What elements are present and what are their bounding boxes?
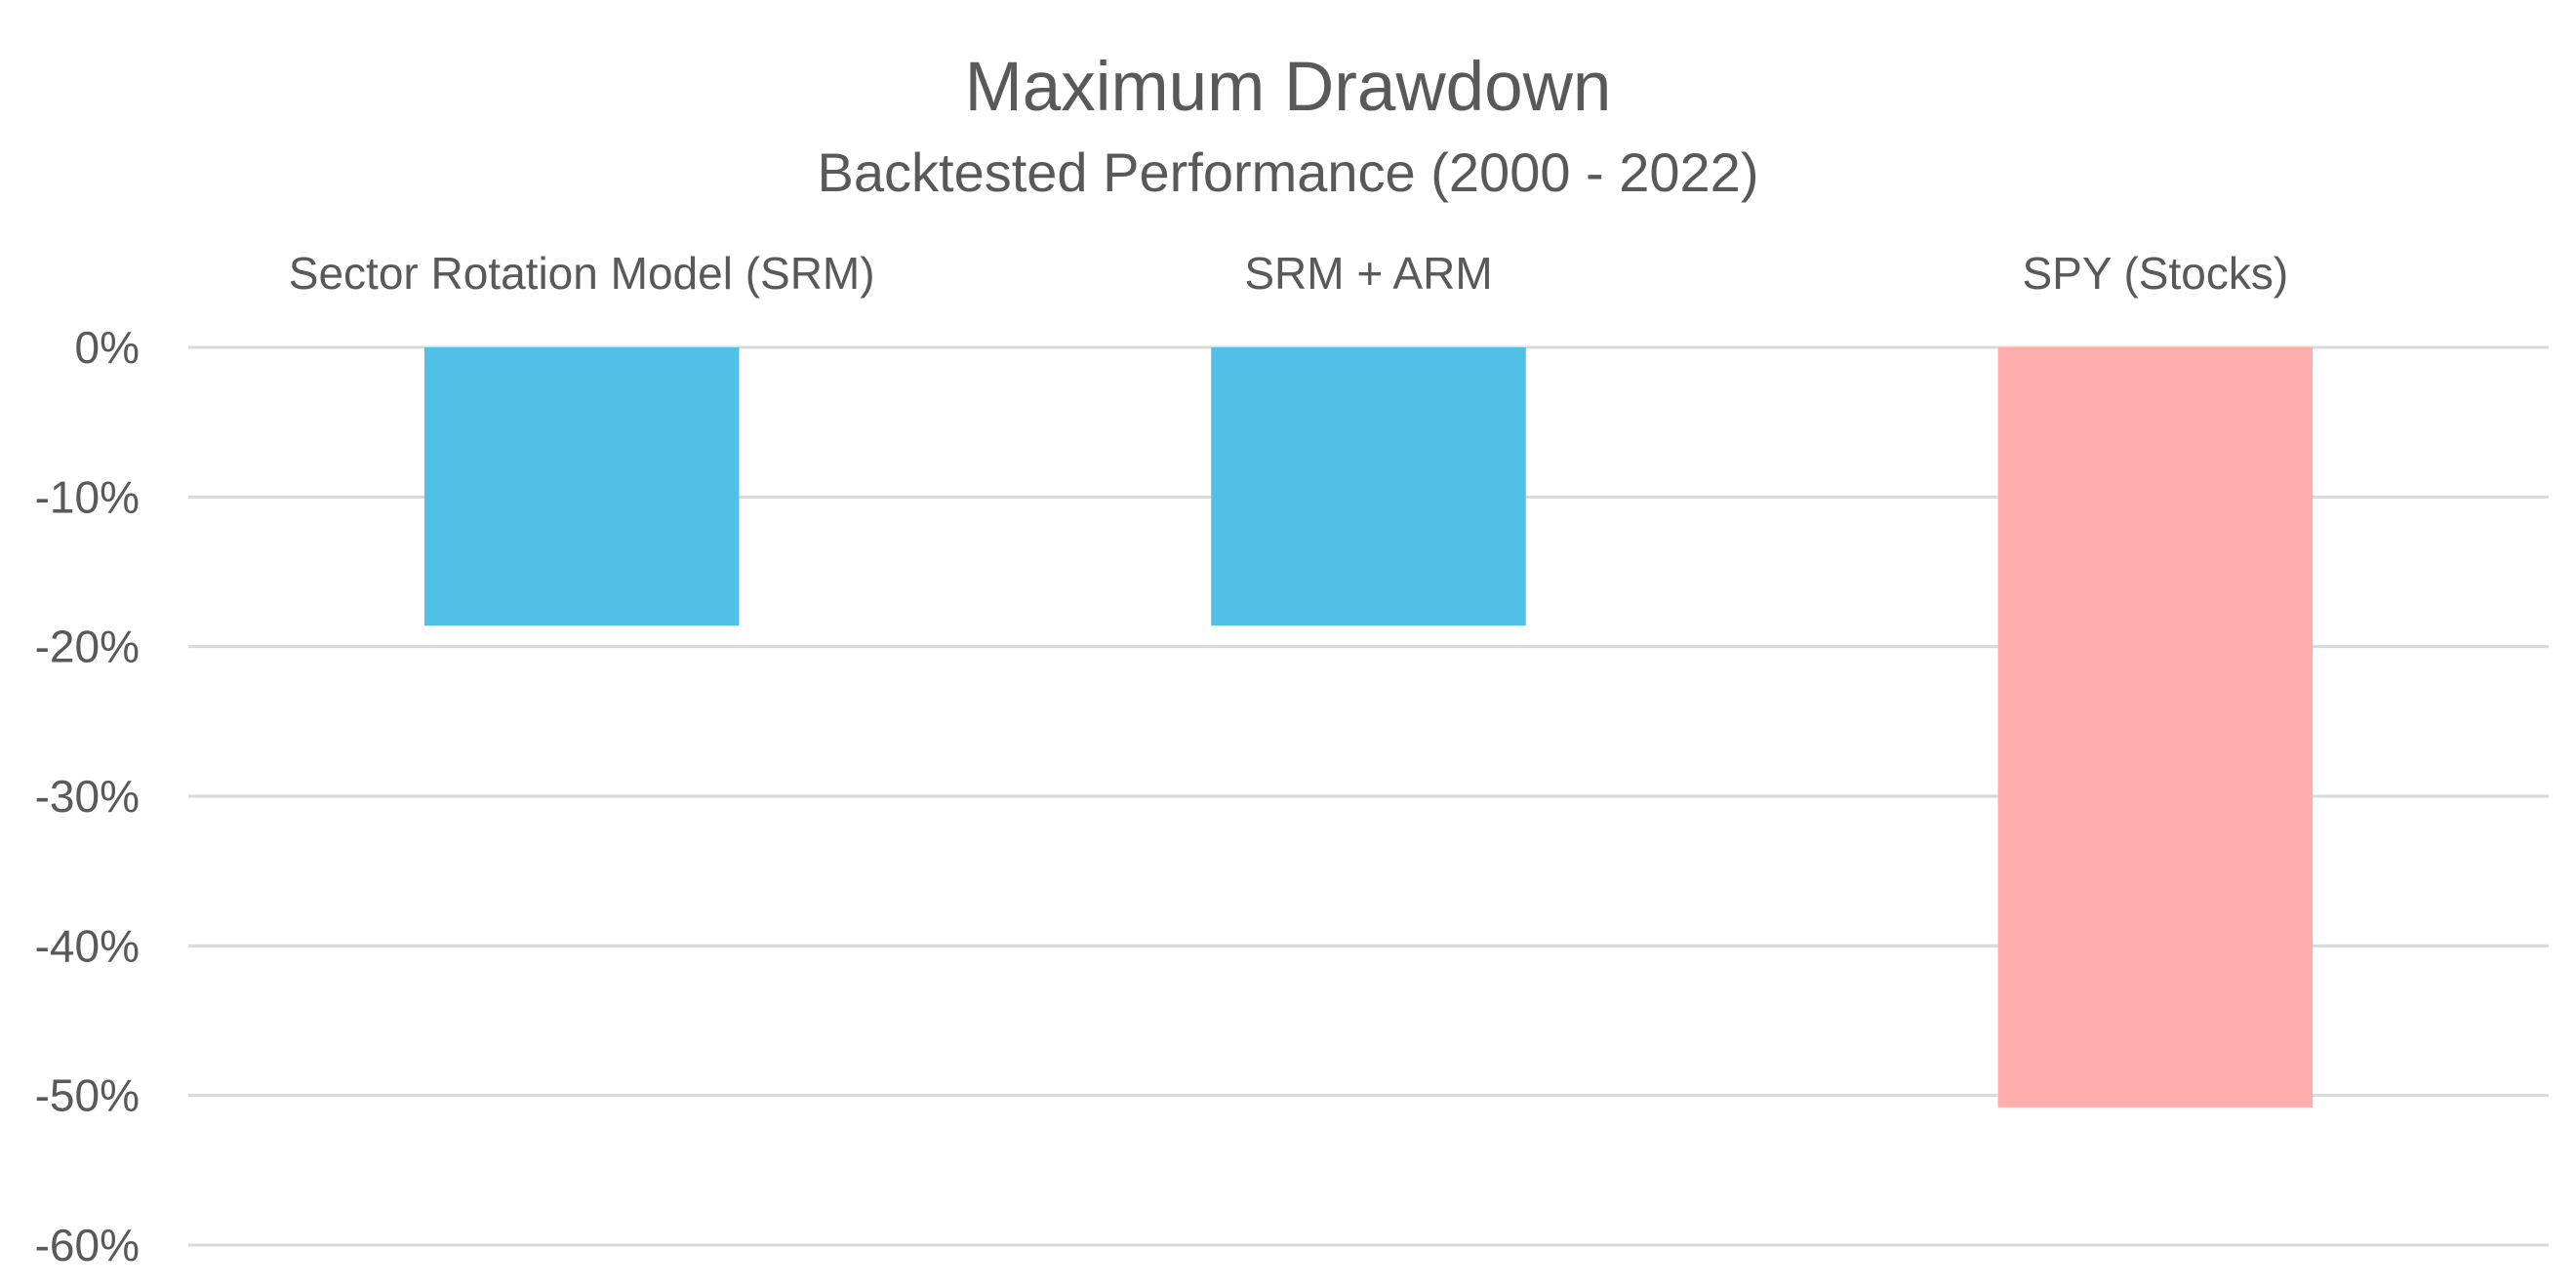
y-tick-label: -20%: [35, 622, 140, 672]
category-label: SPY (Stocks): [2022, 248, 2288, 299]
y-tick-label: -50%: [35, 1070, 140, 1121]
category-labels: Sector Rotation Model (SRM) SRM + ARM SPY …: [289, 248, 2288, 299]
y-axis-tick-labels: 0% -10% -20% -30% -40% -50% -60%: [35, 322, 140, 1270]
chart-subtitle: Backtested Performance (2000 - 2022): [818, 141, 1759, 203]
category-label: SRM + ARM: [1244, 248, 1492, 299]
y-tick-label: -30%: [35, 771, 140, 822]
y-tick-label: -60%: [35, 1220, 140, 1270]
y-tick-label: -40%: [35, 920, 140, 971]
bar: [1997, 347, 2314, 1107]
y-tick-label: -10%: [35, 471, 140, 522]
y-tick-label: 0%: [75, 322, 140, 373]
chart-title: Maximum Drawdown: [965, 49, 1612, 126]
bar: [1211, 347, 1526, 626]
bar: [423, 347, 740, 626]
category-label: Sector Rotation Model (SRM): [289, 248, 875, 299]
bars: [423, 347, 2314, 1107]
